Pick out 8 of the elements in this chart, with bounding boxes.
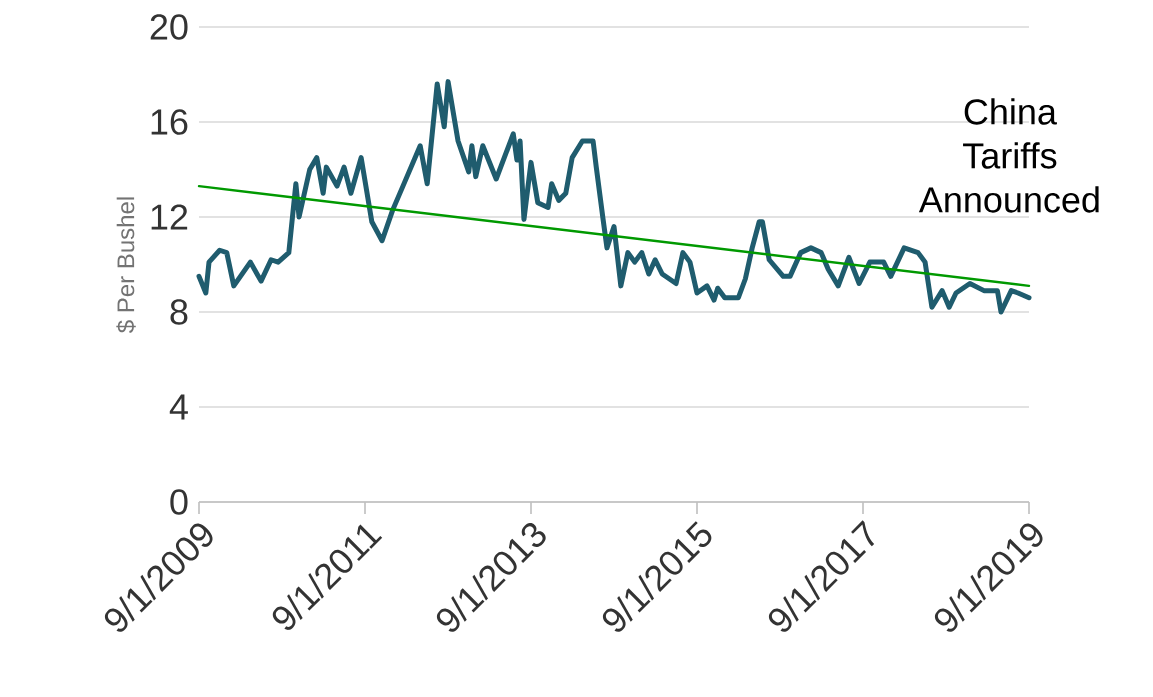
y-tick-label: 12	[151, 204, 188, 230]
y-tick-label: 4	[169, 394, 188, 420]
annotation: China Tariffs Announced	[918, 98, 1099, 213]
y-axis-title: $ Per Bushel	[116, 197, 136, 333]
y-tick-label: 8	[170, 299, 188, 325]
y-tick-label: 0	[170, 489, 188, 515]
y-tick-label: 16	[151, 109, 188, 135]
y-tick-label: 20	[150, 14, 188, 40]
